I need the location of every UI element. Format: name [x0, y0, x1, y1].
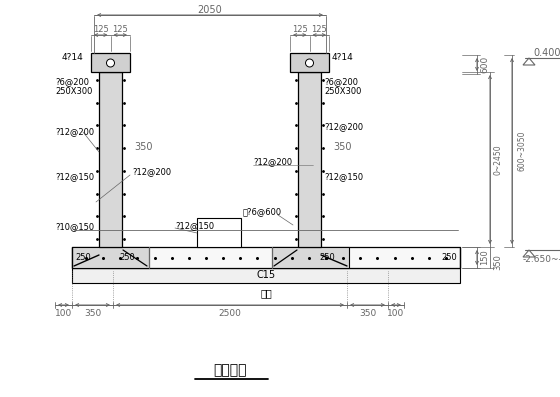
Text: 600~3050: 600~3050 [517, 131, 526, 171]
Text: 4?14: 4?14 [62, 54, 84, 62]
Bar [290, 53, 329, 72]
Text: 2500: 2500 [218, 308, 241, 318]
Text: ?12@200: ?12@200 [324, 123, 363, 131]
Text: 斜?6@600: 斜?6@600 [243, 208, 282, 216]
Text: -2.650~-0.200: -2.650~-0.200 [522, 256, 560, 264]
Text: 0.400: 0.400 [533, 48, 560, 58]
Text: 600: 600 [480, 56, 489, 73]
Bar [99, 72, 122, 247]
Text: 350: 350 [84, 308, 101, 318]
Text: 250: 250 [319, 253, 335, 262]
Bar [72, 247, 460, 268]
Text: 350: 350 [359, 308, 376, 318]
Text: 坡道大样: 坡道大样 [213, 363, 247, 377]
Text: 150: 150 [480, 250, 489, 265]
Text: ?12@200: ?12@200 [253, 158, 292, 166]
Bar [91, 53, 130, 72]
Text: 250X300: 250X300 [324, 87, 361, 96]
Text: 100: 100 [55, 308, 72, 318]
Text: 250: 250 [75, 253, 91, 262]
Text: 125: 125 [292, 25, 307, 35]
Text: 4?14: 4?14 [332, 54, 354, 62]
Bar [298, 72, 321, 247]
Text: 350: 350 [493, 254, 502, 270]
Text: ?10@150: ?10@150 [55, 222, 94, 231]
Text: 250: 250 [441, 253, 457, 262]
Text: 125: 125 [93, 25, 109, 35]
Text: ?6@200: ?6@200 [324, 77, 358, 87]
Bar [72, 268, 460, 283]
Text: ?12@150: ?12@150 [55, 173, 94, 181]
Bar [197, 218, 241, 247]
Text: 250X300: 250X300 [55, 87, 92, 96]
Text: 125: 125 [311, 25, 327, 35]
Text: 2050: 2050 [198, 5, 222, 15]
Circle shape [106, 59, 114, 67]
Text: 350: 350 [135, 142, 153, 152]
Text: 125: 125 [113, 25, 128, 35]
Text: 垫层: 垫层 [260, 288, 272, 298]
Text: 350: 350 [334, 142, 352, 152]
Bar [72, 247, 149, 268]
Text: 250: 250 [119, 253, 135, 262]
Text: ?12@200: ?12@200 [55, 127, 94, 137]
Circle shape [306, 59, 314, 67]
Text: ?6@200: ?6@200 [55, 77, 89, 87]
Text: C15: C15 [256, 270, 276, 281]
Text: 0~2450: 0~2450 [493, 144, 502, 175]
Text: ?12@200: ?12@200 [132, 168, 171, 177]
Bar [272, 247, 349, 268]
Text: 100: 100 [388, 308, 405, 318]
Text: ?12@150: ?12@150 [175, 222, 214, 231]
Text: ?12@150: ?12@150 [324, 173, 363, 181]
